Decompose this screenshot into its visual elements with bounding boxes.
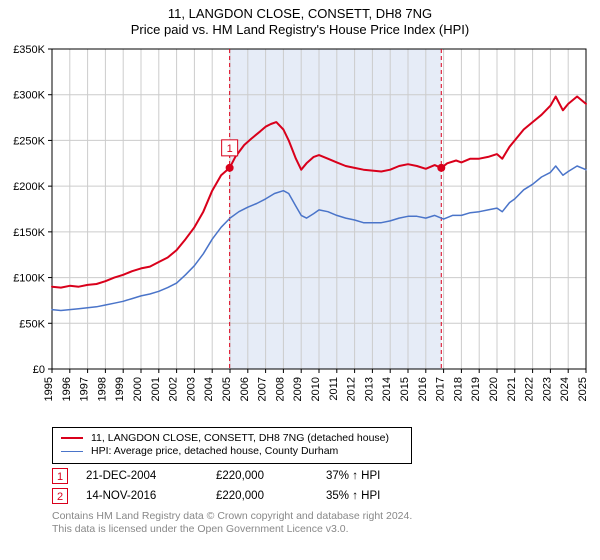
svg-text:2017: 2017 xyxy=(435,377,447,401)
legend-item: HPI: Average price, detached house, Coun… xyxy=(61,445,403,459)
svg-text:£50K: £50K xyxy=(19,318,45,330)
svg-text:1996: 1996 xyxy=(61,377,73,401)
sale-row: 1 21-DEC-2004£220,00037% ↑ HPI xyxy=(52,468,600,484)
svg-text:2011: 2011 xyxy=(328,377,340,401)
svg-text:2022: 2022 xyxy=(524,377,536,401)
sale-marker: 1 xyxy=(52,468,68,484)
sale-price: £220,000 xyxy=(216,490,326,502)
sale-row: 2 14-NOV-2016£220,00035% ↑ HPI xyxy=(52,488,600,504)
svg-text:2008: 2008 xyxy=(274,377,286,401)
sale-hpi: 37% ↑ HPI xyxy=(326,470,380,482)
figure-container: 11, LANGDON CLOSE, CONSETT, DH8 7NG Pric… xyxy=(0,0,600,560)
title-block: 11, LANGDON CLOSE, CONSETT, DH8 7NG Pric… xyxy=(0,0,600,39)
svg-text:2003: 2003 xyxy=(185,377,197,401)
svg-text:2024: 2024 xyxy=(559,377,571,401)
chart-area: £0 £50K £100K £150K £200K £250K £300K £350K 1995… xyxy=(0,39,600,423)
svg-text:2007: 2007 xyxy=(257,377,269,401)
svg-text:£350K: £350K xyxy=(13,44,45,56)
legend-label: HPI: Average price, detached house, Coun… xyxy=(91,445,338,459)
svg-text:2023: 2023 xyxy=(541,377,553,401)
sale-date: 21-DEC-2004 xyxy=(86,470,216,482)
svg-text:1997: 1997 xyxy=(79,377,91,401)
svg-text:2018: 2018 xyxy=(452,377,464,401)
svg-text:2015: 2015 xyxy=(399,377,411,401)
svg-text:2016: 2016 xyxy=(417,377,429,401)
footnote-line-2: This data is licensed under the Open Gov… xyxy=(52,523,600,536)
svg-text:2013: 2013 xyxy=(363,377,375,401)
title-line-1: 11, LANGDON CLOSE, CONSETT, DH8 7NG xyxy=(0,6,600,22)
svg-text:1998: 1998 xyxy=(96,377,108,401)
legend-label: 11, LANGDON CLOSE, CONSETT, DH8 7NG (det… xyxy=(91,432,389,446)
svg-text:£250K: £250K xyxy=(13,135,45,147)
footnote-line-1: Contains HM Land Registry data © Crown c… xyxy=(52,510,600,523)
footnote: Contains HM Land Registry data © Crown c… xyxy=(52,510,600,536)
svg-text:2020: 2020 xyxy=(488,377,500,401)
svg-text:2019: 2019 xyxy=(470,377,482,401)
svg-text:2002: 2002 xyxy=(168,377,180,401)
svg-text:1999: 1999 xyxy=(114,377,126,401)
svg-text:2004: 2004 xyxy=(203,377,215,401)
svg-text:£300K: £300K xyxy=(13,89,45,101)
svg-text:2025: 2025 xyxy=(577,377,589,401)
svg-text:2006: 2006 xyxy=(239,377,251,401)
svg-text:1995: 1995 xyxy=(43,377,55,401)
legend-item: 11, LANGDON CLOSE, CONSETT, DH8 7NG (det… xyxy=(61,432,403,446)
chart-svg: £0 £50K £100K £150K £200K £250K £300K £350K 1995… xyxy=(0,39,600,423)
svg-text:£200K: £200K xyxy=(13,181,45,193)
svg-text:2021: 2021 xyxy=(506,377,518,401)
legend-swatch xyxy=(61,451,83,452)
svg-text:£0: £0 xyxy=(33,364,45,376)
legend-box: 11, LANGDON CLOSE, CONSETT, DH8 7NG (det… xyxy=(52,427,412,464)
svg-text:2010: 2010 xyxy=(310,377,322,401)
sale-price: £220,000 xyxy=(216,470,326,482)
svg-text:£100K: £100K xyxy=(13,272,45,284)
sale-hpi: 35% ↑ HPI xyxy=(326,490,380,502)
sales-table: 1 21-DEC-2004£220,00037% ↑ HPI 2 14-NOV-201… xyxy=(52,468,600,504)
title-line-2: Price paid vs. HM Land Registry's House … xyxy=(0,22,600,38)
sale-marker: 2 xyxy=(52,488,68,504)
svg-text:2001: 2001 xyxy=(150,377,162,401)
legend-swatch xyxy=(61,437,83,439)
svg-text:2000: 2000 xyxy=(132,377,144,401)
sale-date: 14-NOV-2016 xyxy=(86,490,216,502)
svg-text:£150K: £150K xyxy=(13,226,45,238)
svg-text:1: 1 xyxy=(227,142,233,154)
svg-text:2005: 2005 xyxy=(221,377,233,401)
svg-text:2012: 2012 xyxy=(346,377,358,401)
svg-text:2014: 2014 xyxy=(381,377,393,401)
svg-text:2009: 2009 xyxy=(292,377,304,401)
